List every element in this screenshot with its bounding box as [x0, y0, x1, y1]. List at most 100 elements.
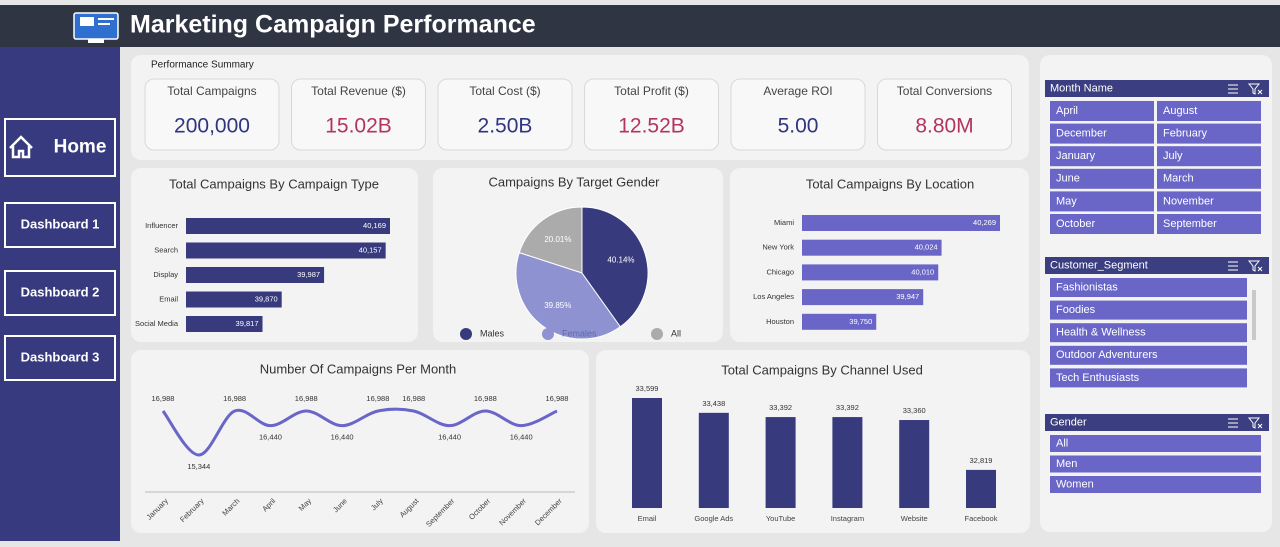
slicer-item-box — [1050, 476, 1261, 493]
slicer-item[interactable]: August — [1157, 101, 1261, 121]
slicer-item[interactable]: Tech Enthusiasts — [1050, 368, 1247, 388]
slicer-item-label: March — [1163, 173, 1194, 185]
category-label: Facebook — [965, 514, 998, 523]
slicer-item[interactable]: Outdoor Adventurers — [1050, 345, 1247, 365]
slicer-item-label: September — [1163, 218, 1217, 230]
slicer-item-box — [1050, 345, 1247, 365]
value-label: 40,024 — [915, 243, 938, 252]
category-label: New York — [762, 243, 794, 252]
slicer-item[interactable]: June — [1050, 168, 1154, 189]
nav-button-frame — [4, 118, 116, 177]
slicer-item[interactable]: September — [1157, 214, 1261, 234]
slicer-item-box — [1050, 368, 1247, 388]
value-label: 16,988 — [223, 394, 246, 403]
slicer-item-box — [1050, 278, 1247, 297]
slicer-item[interactable]: May — [1050, 191, 1154, 212]
value-label: 40,269 — [973, 218, 996, 227]
slicer: Gender All Men Women — [1045, 414, 1269, 493]
sidebar — [0, 47, 120, 541]
slicer-item[interactable]: All — [1050, 435, 1261, 452]
multi-select-icon[interactable] — [1228, 261, 1238, 271]
nav-button[interactable]: Dashboard 2 — [4, 270, 116, 316]
kpi-box — [437, 78, 573, 151]
legend-swatch — [542, 328, 554, 340]
category-label: Houston — [766, 317, 794, 326]
slicer-item[interactable]: February — [1157, 123, 1261, 144]
category-label: Email — [638, 514, 657, 523]
slicer-item[interactable]: October — [1050, 214, 1154, 234]
multi-select-icon[interactable] — [1228, 84, 1238, 94]
kpi-label: Total Conversions — [897, 84, 992, 98]
home-icon — [9, 135, 33, 159]
category-label: Los Angeles — [753, 292, 794, 301]
value-label: 40,010 — [911, 267, 934, 276]
slicer-title: Customer_Segment — [1050, 259, 1148, 271]
slicer-item-box — [1050, 101, 1154, 121]
bar — [966, 469, 996, 508]
slicer-item-label: All — [1056, 437, 1068, 449]
header-bar — [0, 5, 1280, 47]
scrollbar[interactable] — [1252, 290, 1256, 340]
slicer-item-label: April — [1056, 105, 1078, 117]
kpi-box — [730, 78, 866, 151]
slicer-item[interactable]: January — [1050, 146, 1154, 167]
slicer-item-box — [1157, 191, 1261, 212]
slicer-title: Month Name — [1050, 82, 1113, 94]
multi-select-icon[interactable] — [1228, 418, 1238, 428]
slicer-item[interactable]: December — [1050, 123, 1154, 144]
kpi-value: 15.02B — [325, 115, 392, 138]
legend-label: All — [671, 328, 681, 338]
slicer-item-label: November — [1163, 195, 1214, 207]
bar — [802, 264, 939, 281]
slicer-item[interactable]: April — [1050, 101, 1154, 121]
value-label: 39,987 — [297, 270, 320, 279]
slicer-item[interactable]: Foodies — [1050, 300, 1247, 320]
nav-button-frame — [4, 202, 116, 248]
slice-label: 20.01% — [544, 235, 571, 244]
bar — [698, 412, 729, 508]
bar — [899, 420, 930, 508]
slicer-item-box — [1050, 435, 1261, 452]
value-label: 16,440 — [510, 433, 533, 442]
slicer: Customer_Segment Fashionistas Foodies Healt… — [1045, 257, 1269, 388]
value-label: 40,169 — [363, 221, 386, 230]
slicer-item[interactable]: Women — [1050, 476, 1261, 493]
chart-title: Total Campaigns By Location — [806, 176, 974, 191]
slicer-item-label: Women — [1056, 478, 1094, 490]
nav-button[interactable]: Dashboard 1 — [4, 202, 116, 248]
slicer-item-box — [1157, 168, 1261, 189]
value-label: 33,438 — [702, 399, 725, 408]
slicer-item[interactable]: July — [1157, 146, 1261, 167]
clear-filter-icon[interactable] — [1247, 83, 1263, 95]
nav-button[interactable]: Dashboard 3 — [4, 335, 116, 381]
slicer-item[interactable]: Fashionistas — [1050, 278, 1247, 297]
kpi-value: 12.52B — [618, 115, 685, 138]
kpi-label: Total Campaigns — [167, 84, 256, 98]
value-label: 16,988 — [366, 394, 389, 403]
value-label: 39,947 — [896, 292, 919, 301]
slicer-item[interactable]: Men — [1050, 455, 1261, 473]
kpi-label: Total Cost ($) — [469, 84, 540, 98]
clear-filter-icon[interactable] — [1247, 260, 1263, 272]
category-label: Google Ads — [694, 514, 733, 523]
slicer-item-label: October — [1056, 218, 1095, 230]
kpi-box — [584, 78, 719, 151]
slicer-item-label: Tech Enthusiasts — [1056, 372, 1140, 384]
slicer-item[interactable]: November — [1157, 191, 1261, 212]
slicer-item-box — [1157, 214, 1261, 234]
value-label: 39,817 — [236, 319, 259, 328]
value-label: 40,157 — [359, 245, 382, 254]
nav-label: Dashboard 3 — [21, 349, 100, 364]
slicer-item[interactable]: March — [1157, 168, 1261, 189]
pie-slice — [515, 252, 622, 340]
slicer-header — [1045, 257, 1269, 274]
slicer-header — [1045, 80, 1269, 97]
summary-title: Performance Summary — [151, 60, 254, 71]
clear-filter-icon[interactable] — [1247, 417, 1263, 429]
value-label: 33,392 — [836, 403, 859, 412]
nav-button[interactable]: Home — [4, 118, 116, 177]
slicer-item[interactable]: Health & Wellness — [1050, 323, 1247, 343]
nav-label: Home — [54, 137, 107, 158]
slicer-item-box — [1157, 123, 1261, 144]
legend-label: Females — [562, 328, 597, 338]
